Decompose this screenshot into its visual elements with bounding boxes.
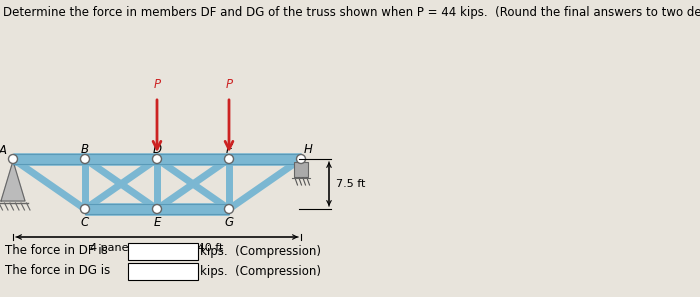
Text: A: A [0,143,7,157]
Text: The force in DF is: The force in DF is [5,244,108,257]
Text: 4 panels at 10 ft = 40 ft: 4 panels at 10 ft = 40 ft [90,243,224,253]
FancyBboxPatch shape [128,242,198,260]
FancyBboxPatch shape [294,162,308,177]
Text: P: P [225,78,232,91]
Text: D: D [153,143,162,156]
Polygon shape [1,161,25,201]
Text: F: F [225,143,232,156]
Circle shape [225,154,234,164]
Circle shape [8,154,18,164]
Text: kips.  (Compression): kips. (Compression) [200,265,321,277]
Circle shape [153,205,162,214]
Text: Determine the force in members DF and DG of the truss shown when P = 44 kips.  (: Determine the force in members DF and DG… [3,6,700,19]
Text: G: G [225,216,234,228]
Circle shape [80,205,90,214]
Circle shape [225,205,234,214]
Circle shape [297,154,305,164]
Text: C: C [81,216,89,228]
Text: kips.  (Compression): kips. (Compression) [200,244,321,257]
Text: H: H [304,143,312,156]
Circle shape [80,154,90,164]
Circle shape [153,154,162,164]
Text: The force in DG is: The force in DG is [5,265,111,277]
Text: 7.5 ft: 7.5 ft [336,179,365,189]
Text: E: E [153,216,161,228]
Text: B: B [81,143,89,156]
FancyBboxPatch shape [128,263,198,279]
Text: P: P [153,78,160,91]
